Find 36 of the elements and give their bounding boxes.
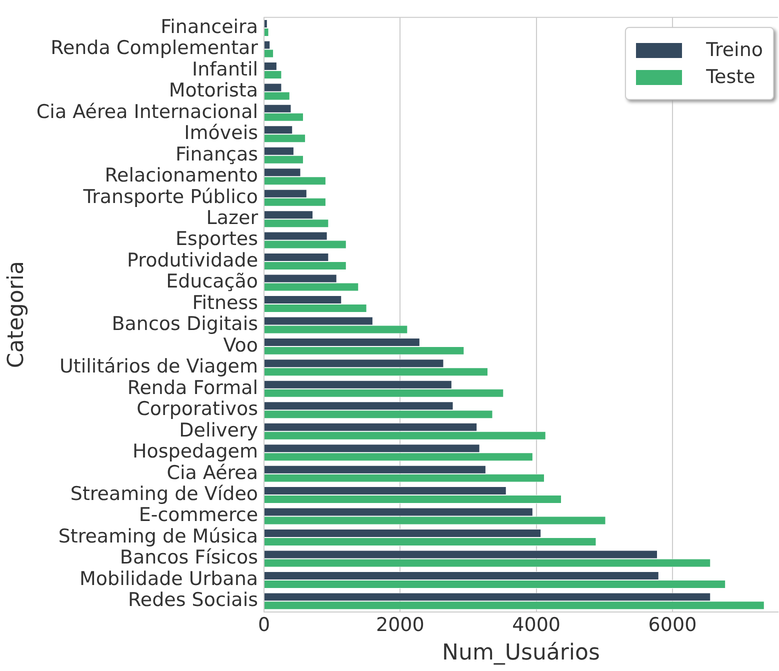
y-tick-label: Educação (166, 270, 258, 293)
y-tick-label: Lazer (206, 207, 258, 230)
legend-label: Teste (706, 66, 756, 88)
y-tick-label: Produtividade (127, 249, 258, 272)
y-tick-label: Esportes (176, 228, 258, 250)
y-tick-label: Streaming de Música (58, 525, 258, 548)
y-tick-label: Transporte Público (82, 186, 258, 208)
y-tick-label: Renda Complementar (50, 37, 258, 60)
x-tick-label: 2000 (376, 614, 424, 636)
y-tick-label: Infantil (192, 58, 258, 80)
x-tick-label: 6000 (648, 614, 697, 636)
y-tick-label: Relacionamento (104, 164, 258, 187)
x-tick-label: 4000 (512, 614, 560, 636)
y-tick-label: Finanças (175, 143, 258, 166)
y-tick-label: Redes Sociais (128, 589, 258, 612)
y-tick-label: Fitness (192, 292, 258, 314)
y-tick-label: Mobilidade Urbana (79, 568, 258, 590)
y-tick-label: Voo (223, 334, 258, 356)
y-tick-label: Corporativos (136, 398, 258, 420)
y-tick-label: Hospedagem (132, 440, 258, 463)
y-tick-label: Financeira (160, 16, 258, 38)
y-tick-label: Utilitários de Viagem (60, 356, 258, 378)
y-tick-label: Bancos Físicos (120, 546, 258, 569)
x-axis-title: Num_Usuários (442, 640, 600, 666)
y-tick-label: Renda Formal (127, 376, 258, 399)
y-tick-label: Cia Aérea (166, 462, 258, 484)
y-axis-title: Categoria (4, 261, 29, 368)
y-tick-label: Delivery (179, 419, 258, 442)
y-tick-label: E-commerce (138, 504, 258, 526)
x-tick-label: 0 (258, 614, 270, 636)
y-tick-label: Bancos Digitais (112, 313, 258, 336)
y-tick-label: Streaming de Vídeo (70, 482, 258, 505)
y-tick-label: Imóveis (184, 122, 258, 144)
legend-label: Treino (706, 39, 763, 62)
y-tick-label: Cia Aérea Internacional (36, 100, 258, 123)
y-tick-label: Motorista (168, 80, 258, 102)
